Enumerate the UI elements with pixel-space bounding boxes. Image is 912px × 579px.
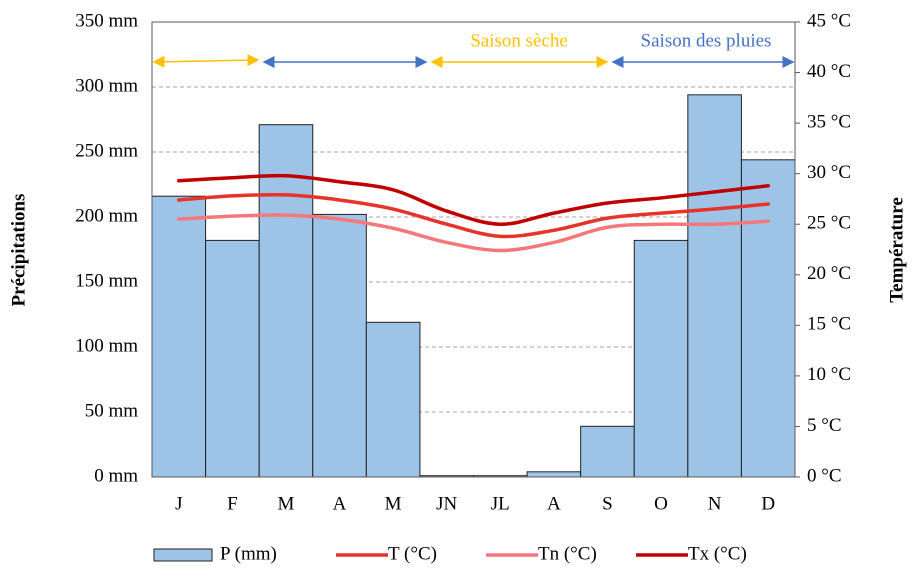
y-tick-label: 300 mm [75,75,138,96]
plot-frame [151,21,796,478]
season-arrows [152,54,795,68]
y2-tick-label: 20 °C [807,263,851,284]
y2-tick-label: 40 °C [807,61,851,82]
bar [151,195,207,478]
x-tick-label: J [175,493,182,514]
bar [580,425,635,478]
line [177,173,770,226]
season-arrow [152,54,260,68]
y2-tick-label: 35 °C [807,111,851,132]
x-tick-label: A [547,493,561,514]
line [177,192,770,239]
legend-label: T (°C) [388,543,437,564]
y2-tick-label: 10 °C [807,364,851,385]
y2-axis-title: Température [886,197,907,303]
y-tick-label: 50 mm [85,400,139,421]
legend-label: P (mm) [220,543,277,564]
plot-area [151,86,796,478]
bar [526,471,582,478]
y-tick-label: 100 mm [75,335,138,356]
y-axis-title: Précipitations [8,194,29,307]
line [177,213,770,253]
y2-tick-label: 15 °C [807,314,851,335]
y2-tick-label: 5 °C [807,415,842,436]
bar [312,213,367,478]
legend-label: Tx (°C) [688,543,747,564]
x-tick-label: JL [491,493,510,514]
x-tick-label: A [333,493,347,514]
y-tick-label: 0 mm [94,465,138,486]
y-tick-label: 150 mm [75,270,138,291]
x-tick-label: JN [436,493,457,514]
y2-tick-label: 0 °C [807,465,842,486]
x-tick-label: M [385,493,402,514]
x-tick-label: D [761,493,775,514]
bar [365,321,421,478]
bar [205,239,260,478]
y2-tick-label: 25 °C [807,213,851,234]
x-tick-label: N [708,493,722,514]
bar [687,94,742,478]
y-tick-label: 350 mm [75,10,138,31]
x-tick-label: F [227,493,238,514]
legend-swatch [153,548,213,562]
x-tick-label: S [602,493,613,514]
x-tick-label: O [654,493,668,514]
legend-label: Tn (°C) [538,543,597,564]
annotation: Saison des pluies [641,30,772,51]
annotation: Saison sèche [470,30,568,51]
y2-tick-label: 45 °C [807,10,851,31]
y2-tick-label: 30 °C [807,162,851,183]
x-tick-label: M [278,493,295,514]
bar [633,239,689,478]
y-tick-label: 200 mm [75,205,138,226]
bar [258,124,314,478]
bar [740,159,796,478]
y-tick-label: 250 mm [75,140,138,161]
